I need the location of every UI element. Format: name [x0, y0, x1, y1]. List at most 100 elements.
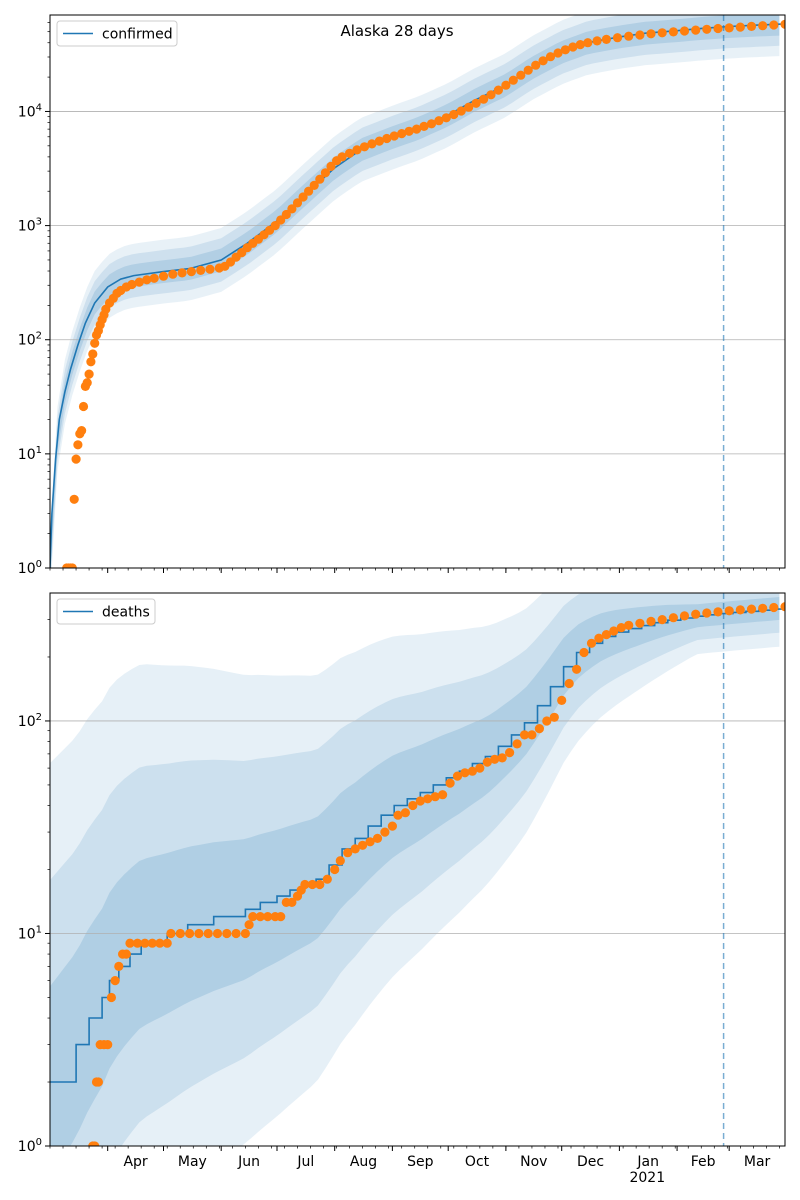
observed-point	[657, 615, 667, 625]
observed-point	[624, 31, 634, 41]
observed-point	[724, 23, 734, 33]
observed-point	[635, 30, 645, 40]
observed-point	[84, 369, 94, 379]
observed-point	[132, 938, 143, 948]
observed-point	[382, 133, 392, 144]
observed-point	[668, 613, 679, 623]
observed-point	[149, 273, 159, 283]
observed-point	[196, 265, 206, 275]
observed-point	[505, 748, 515, 758]
observed-point	[434, 116, 444, 126]
confirmed-observed-points	[62, 19, 785, 568]
observed-point	[380, 827, 390, 837]
observed-point	[460, 768, 470, 778]
observed-point	[616, 623, 626, 633]
observed-point	[367, 139, 377, 149]
observed-point	[412, 124, 422, 134]
observed-point	[449, 109, 459, 120]
observed-point	[758, 603, 768, 613]
observed-point	[557, 695, 567, 706]
observed-point	[127, 279, 137, 290]
observed-point	[315, 879, 325, 890]
observed-point	[86, 357, 96, 367]
observed-point	[177, 268, 187, 278]
observed-point	[579, 647, 589, 658]
deaths-observed-points	[88, 602, 785, 1146]
x-tick-label: Mar	[744, 1154, 771, 1170]
observed-point	[415, 796, 425, 806]
observed-point	[231, 928, 241, 939]
observed-point	[426, 119, 437, 129]
observed-point	[389, 131, 399, 141]
observed-point	[679, 611, 690, 621]
observed-point	[452, 771, 463, 781]
observed-point	[320, 168, 330, 178]
observed-point	[93, 1077, 103, 1087]
observed-point	[335, 856, 345, 866]
deaths-uncertainty-bands	[50, 593, 780, 1146]
observed-point	[365, 837, 375, 847]
observed-point	[393, 810, 403, 820]
observed-point	[240, 928, 250, 939]
observed-point	[769, 602, 779, 613]
observed-point	[572, 664, 582, 674]
confirmed-plot-frame	[49, 14, 786, 569]
y-tick-label: 104	[18, 102, 42, 120]
observed-point	[307, 879, 317, 890]
observed-point	[594, 633, 604, 643]
observed-point	[568, 42, 578, 52]
observed-point	[309, 180, 319, 190]
observed-point	[482, 757, 492, 767]
observed-point	[691, 609, 701, 619]
observed-point	[287, 897, 297, 908]
observed-point	[516, 70, 526, 80]
y-tick-label: 100	[18, 1137, 42, 1155]
observed-point	[125, 938, 135, 948]
observed-point	[512, 739, 522, 749]
observed-point	[350, 844, 360, 854]
observed-point	[702, 24, 712, 34]
observed-point	[534, 724, 545, 734]
observed-point	[780, 602, 785, 612]
observed-point	[735, 22, 745, 32]
y-tick-label: 103	[18, 217, 42, 235]
deaths-legend: deaths	[56, 598, 156, 625]
observed-point	[287, 204, 297, 214]
observed-point	[212, 928, 223, 939]
confirmed-axes: 100 101 102 103 104	[18, 22, 780, 577]
uncertainty-band	[50, 15, 780, 568]
observed-point	[121, 949, 131, 959]
observed-point	[147, 938, 157, 948]
observed-point	[345, 148, 355, 158]
deaths-legend-label: deaths	[102, 605, 150, 621]
observed-point	[162, 938, 172, 948]
observed-point	[359, 142, 370, 152]
observed-point	[538, 56, 548, 66]
chart-title: Alaska 28 days	[340, 22, 453, 40]
observed-point	[343, 848, 353, 858]
observed-point	[564, 678, 574, 689]
observed-point	[441, 113, 451, 123]
observed-point	[387, 821, 397, 831]
observed-point	[583, 38, 593, 48]
observed-point	[222, 928, 232, 939]
deaths-legend-box	[56, 598, 156, 625]
observed-point	[575, 40, 585, 50]
observed-point	[713, 607, 723, 617]
observed-point	[609, 626, 619, 636]
observed-point	[601, 630, 612, 640]
observed-point	[769, 20, 779, 30]
observed-point	[77, 426, 87, 436]
observed-point	[142, 275, 152, 285]
observed-point	[276, 912, 286, 922]
observed-point	[519, 730, 530, 740]
x-tick-label: Dec	[577, 1154, 604, 1170]
uncertainty-band	[50, 593, 780, 1146]
observed-point	[746, 604, 757, 614]
observed-point	[445, 778, 455, 788]
observed-point	[90, 1141, 100, 1146]
observed-point	[408, 800, 418, 811]
observed-point	[501, 80, 511, 90]
confirmed-legend-label: confirmed	[102, 27, 173, 43]
observed-point	[404, 126, 414, 136]
